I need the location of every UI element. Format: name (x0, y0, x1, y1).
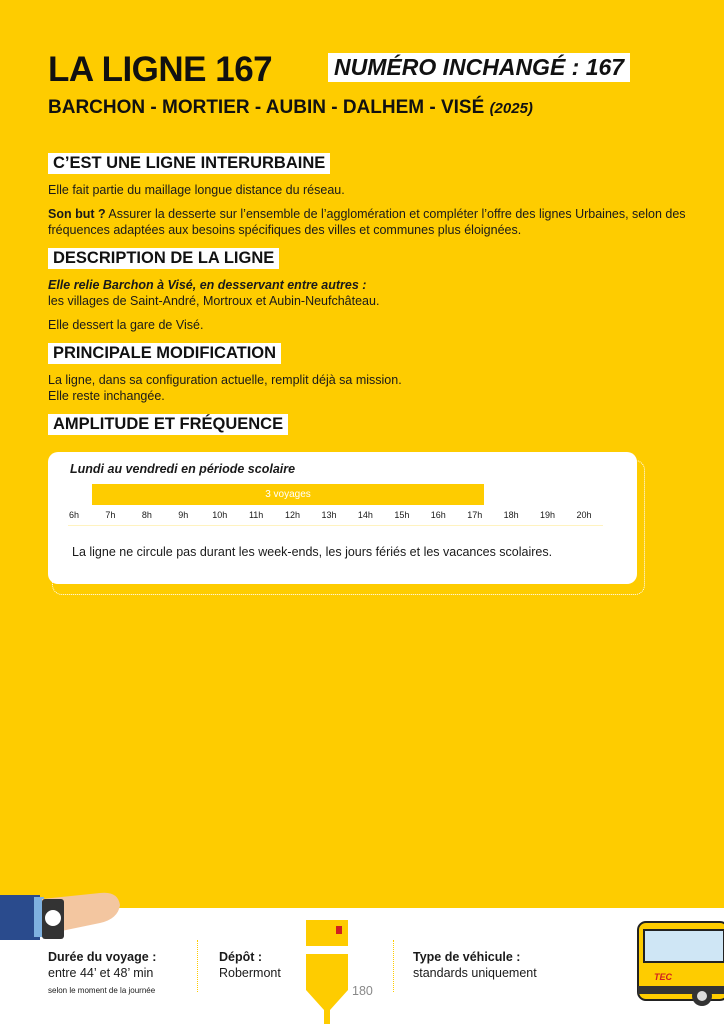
page-title: LA LIGNE 167 (48, 50, 273, 89)
x-tick-label: 20h (576, 510, 592, 520)
type-body: Assurer la desserte sur l’ensemble de l’… (48, 207, 686, 237)
route-subtitle: BARCHON - MORTIER - AUBIN - DALHEM - VIS… (48, 97, 533, 119)
x-tick-label: 13h (321, 510, 337, 520)
type-text-1: Elle fait partie du maillage longue dist… (48, 183, 345, 197)
vehicle-info: Type de véhicule : standards uniquement (413, 949, 537, 981)
vehicle-value: standards uniquement (413, 966, 537, 980)
x-tick-label: 6h (68, 510, 79, 520)
x-tick-label: 12h (285, 510, 301, 520)
number-badge: NUMÉRO INCHANGÉ : 167 (328, 53, 631, 82)
x-tick-label: 7h (105, 510, 116, 520)
footer (0, 908, 724, 1024)
depot-label: Dépôt : (219, 950, 263, 964)
route: BARCHON - MORTIER - AUBIN - DALHEM - VIS… (48, 97, 485, 118)
heading-description: DESCRIPTION DE LA LIGNE (48, 248, 280, 269)
bus-logo: TEC (654, 972, 673, 982)
x-tick-label: 14h (357, 510, 373, 520)
x-tick-label: 19h (540, 510, 556, 520)
duration-note: selon le moment de la journée (48, 986, 156, 995)
duration-info: Durée du voyage : entre 44’ et 48’ min sel… (48, 949, 156, 999)
duration-label: Durée du voyage : (48, 950, 157, 964)
page-number: 180 (352, 984, 373, 998)
service-bar: 3 voyages (92, 484, 484, 505)
wrist-watch-icon (0, 892, 120, 940)
duration-value: entre 44’ et 48’ min (48, 966, 154, 980)
x-tick-label: 10h (212, 510, 228, 520)
description-gare: Elle dessert la gare de Visé. (48, 318, 204, 332)
x-tick-label: 15h (394, 510, 410, 520)
description-lead: Elle relie Barchon à Visé, en desservant… (48, 278, 367, 292)
type-bold: Son but ? (48, 207, 106, 221)
depot-value: Robermont (219, 966, 281, 980)
modification-text: La ligne, dans sa configuration actuelle… (48, 372, 688, 404)
bus-stop-icon (306, 920, 348, 1024)
year: (2025) (489, 100, 533, 117)
x-tick-label: 11h (248, 510, 264, 520)
modification-line-1: La ligne, dans sa configuration actuelle… (48, 373, 402, 387)
x-tick-label: 18h (503, 510, 519, 520)
depot-info: Dépôt : Robermont (219, 949, 281, 981)
vehicle-label: Type de véhicule : (413, 950, 521, 964)
description-villages: les villages de Saint-André, Mortroux et… (48, 294, 380, 308)
x-tick-label: 17h (467, 510, 483, 520)
schedule-note: La ligne ne circule pas durant les week-… (72, 545, 553, 559)
description-text: Elle relie Barchon à Visé, en desservant… (48, 277, 688, 309)
divider (393, 940, 394, 992)
heading-interurbaine: C’EST UNE LIGNE INTERURBAINE (48, 153, 331, 174)
divider (197, 940, 198, 992)
x-tick-label: 16h (430, 510, 446, 520)
heading-modification: PRINCIPALE MODIFICATION (48, 343, 282, 364)
x-tick-label: 8h (141, 510, 152, 520)
schedule-title: Lundi au vendredi en période scolaire (70, 462, 296, 476)
heading-amplitude: AMPLITUDE ET FRÉQUENCE (48, 414, 289, 435)
type-text-2: Son but ? Assurer la desserte sur l’ense… (48, 206, 688, 238)
x-tick-label: 9h (178, 510, 189, 520)
bus-icon: TEC (637, 921, 724, 1006)
modification-line-2: Elle reste inchangée. (48, 389, 165, 403)
axis-line (68, 525, 603, 526)
schedule-card: Lundi au vendredi en période scolaire La… (48, 452, 637, 584)
